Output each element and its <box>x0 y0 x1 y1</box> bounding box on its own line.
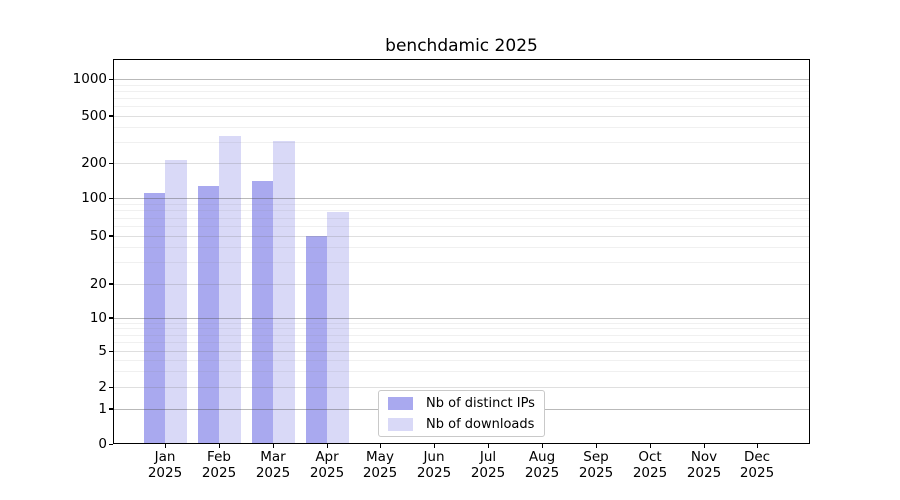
legend-row-distinct-ips: Nb of distinct IPs <box>379 395 544 412</box>
y-tick-mark-100 <box>109 197 113 200</box>
y-tick-mark-0 <box>109 443 113 445</box>
x-tick-mark-nov <box>703 444 705 448</box>
x-tick-mark-jan <box>164 444 166 448</box>
gridline-major-100 <box>114 198 809 200</box>
gridline-major-1000 <box>114 79 809 80</box>
y-axis-tick-label: 10 <box>89 309 107 326</box>
y-tick-mark-5 <box>109 350 113 352</box>
y-axis-tick-label: 5 <box>98 343 107 359</box>
y-axis-tick-label: 1 <box>98 400 107 417</box>
gridline-minor-800 <box>114 90 809 92</box>
y-axis-tick-label: 20 <box>89 275 107 292</box>
bar-downloads-feb <box>219 135 241 443</box>
y-axis-tick-label: 2 <box>98 379 107 395</box>
y-tick-mark-1000 <box>109 78 113 80</box>
x-tick-mark-jun <box>433 444 435 448</box>
x-axis-tick-label: Apr 2025 <box>309 449 345 481</box>
x-tick-mark-feb <box>218 444 220 448</box>
x-tick-mark-jul <box>487 444 489 448</box>
y-tick-mark-500 <box>109 115 113 117</box>
gridline-minor-80 <box>114 210 809 212</box>
gridline-minor-70 <box>114 217 809 219</box>
gridline-2 <box>114 387 809 388</box>
legend: Nb of distinct IPs Nb of downloads <box>378 390 545 437</box>
gridline-minor-90 <box>114 203 809 205</box>
legend-swatch-downloads <box>388 417 413 431</box>
x-axis-tick-label: Aug 2025 <box>524 449 560 481</box>
gridline-50 <box>114 235 809 237</box>
gridline-minor-9 <box>114 322 809 324</box>
bar-distinct-ips-apr <box>305 235 327 443</box>
x-axis-tick-label: Jun 2025 <box>416 449 452 481</box>
gridline-minor-6 <box>114 342 809 344</box>
y-tick-mark-2 <box>109 386 113 388</box>
x-tick-mark-may <box>379 444 381 448</box>
x-axis-tick-label: Jul 2025 <box>470 449 506 481</box>
legend-label-downloads: Nb of downloads <box>426 416 535 432</box>
gridline-minor-600 <box>114 106 809 108</box>
x-tick-mark-sep <box>595 444 597 448</box>
y-tick-mark-200 <box>109 162 113 165</box>
x-axis-tick-label: Feb 2025 <box>201 449 237 481</box>
x-tick-mark-apr <box>326 444 328 448</box>
bar-distinct-ips-jan <box>143 193 165 443</box>
gridline-20 <box>114 283 809 285</box>
y-axis-tick-label: 100 <box>81 190 107 207</box>
gridline-minor-60 <box>114 225 809 227</box>
gridline-minor-300 <box>114 142 809 144</box>
bar-downloads-mar <box>273 141 295 443</box>
bar-downloads-apr <box>327 211 349 443</box>
bar-distinct-ips-mar <box>251 180 273 443</box>
legend-label-distinct-ips: Nb of distinct IPs <box>426 395 535 411</box>
x-tick-mark-aug <box>541 444 543 448</box>
gridline-minor-400 <box>114 127 809 129</box>
gridline-minor-40 <box>114 247 809 249</box>
x-tick-mark-dec <box>756 444 758 448</box>
x-axis-tick-label: May 2025 <box>362 449 398 481</box>
x-axis-tick-label: Mar 2025 <box>255 449 291 481</box>
gridline-minor-7 <box>114 334 809 336</box>
y-axis-tick-label: 50 <box>89 227 107 244</box>
gridline-minor-8 <box>114 328 809 330</box>
legend-swatch-distinct-ips <box>388 396 413 410</box>
y-tick-mark-20 <box>109 283 113 285</box>
x-tick-mark-oct <box>649 444 651 448</box>
y-axis-tick-label: 1000 <box>72 71 107 87</box>
bar-downloads-jan <box>165 159 187 443</box>
gridline-5 <box>114 351 809 352</box>
x-axis-tick-label: Jan 2025 <box>147 449 183 481</box>
x-tick-mark-mar <box>272 444 274 448</box>
x-axis-tick-label: Oct 2025 <box>632 449 668 481</box>
gridline-minor-3 <box>114 371 809 373</box>
y-tick-mark-50 <box>109 235 113 237</box>
gridline-minor-900 <box>114 84 809 86</box>
x-axis-tick-label: Sep 2025 <box>578 449 614 481</box>
y-tick-mark-1 <box>109 408 113 410</box>
gridline-500 <box>114 115 809 117</box>
y-axis-tick-label: 500 <box>81 107 107 124</box>
y-axis-tick-label: 0 <box>98 436 107 452</box>
gridline-minor-700 <box>114 97 809 99</box>
bar-distinct-ips-feb <box>197 185 219 443</box>
gridline-minor-4 <box>114 359 809 361</box>
chart-title: benchdamic 2025 <box>385 36 538 56</box>
gridline-200 <box>114 163 809 165</box>
legend-row-downloads: Nb of downloads <box>379 416 544 433</box>
y-tick-mark-10 <box>109 317 113 319</box>
gridline-major-10 <box>114 317 809 319</box>
x-axis-tick-label: Dec 2025 <box>739 449 775 481</box>
x-axis-tick-label: Nov 2025 <box>686 449 722 481</box>
gridline-minor-30 <box>114 262 809 264</box>
y-axis-tick-label: 200 <box>81 155 107 172</box>
